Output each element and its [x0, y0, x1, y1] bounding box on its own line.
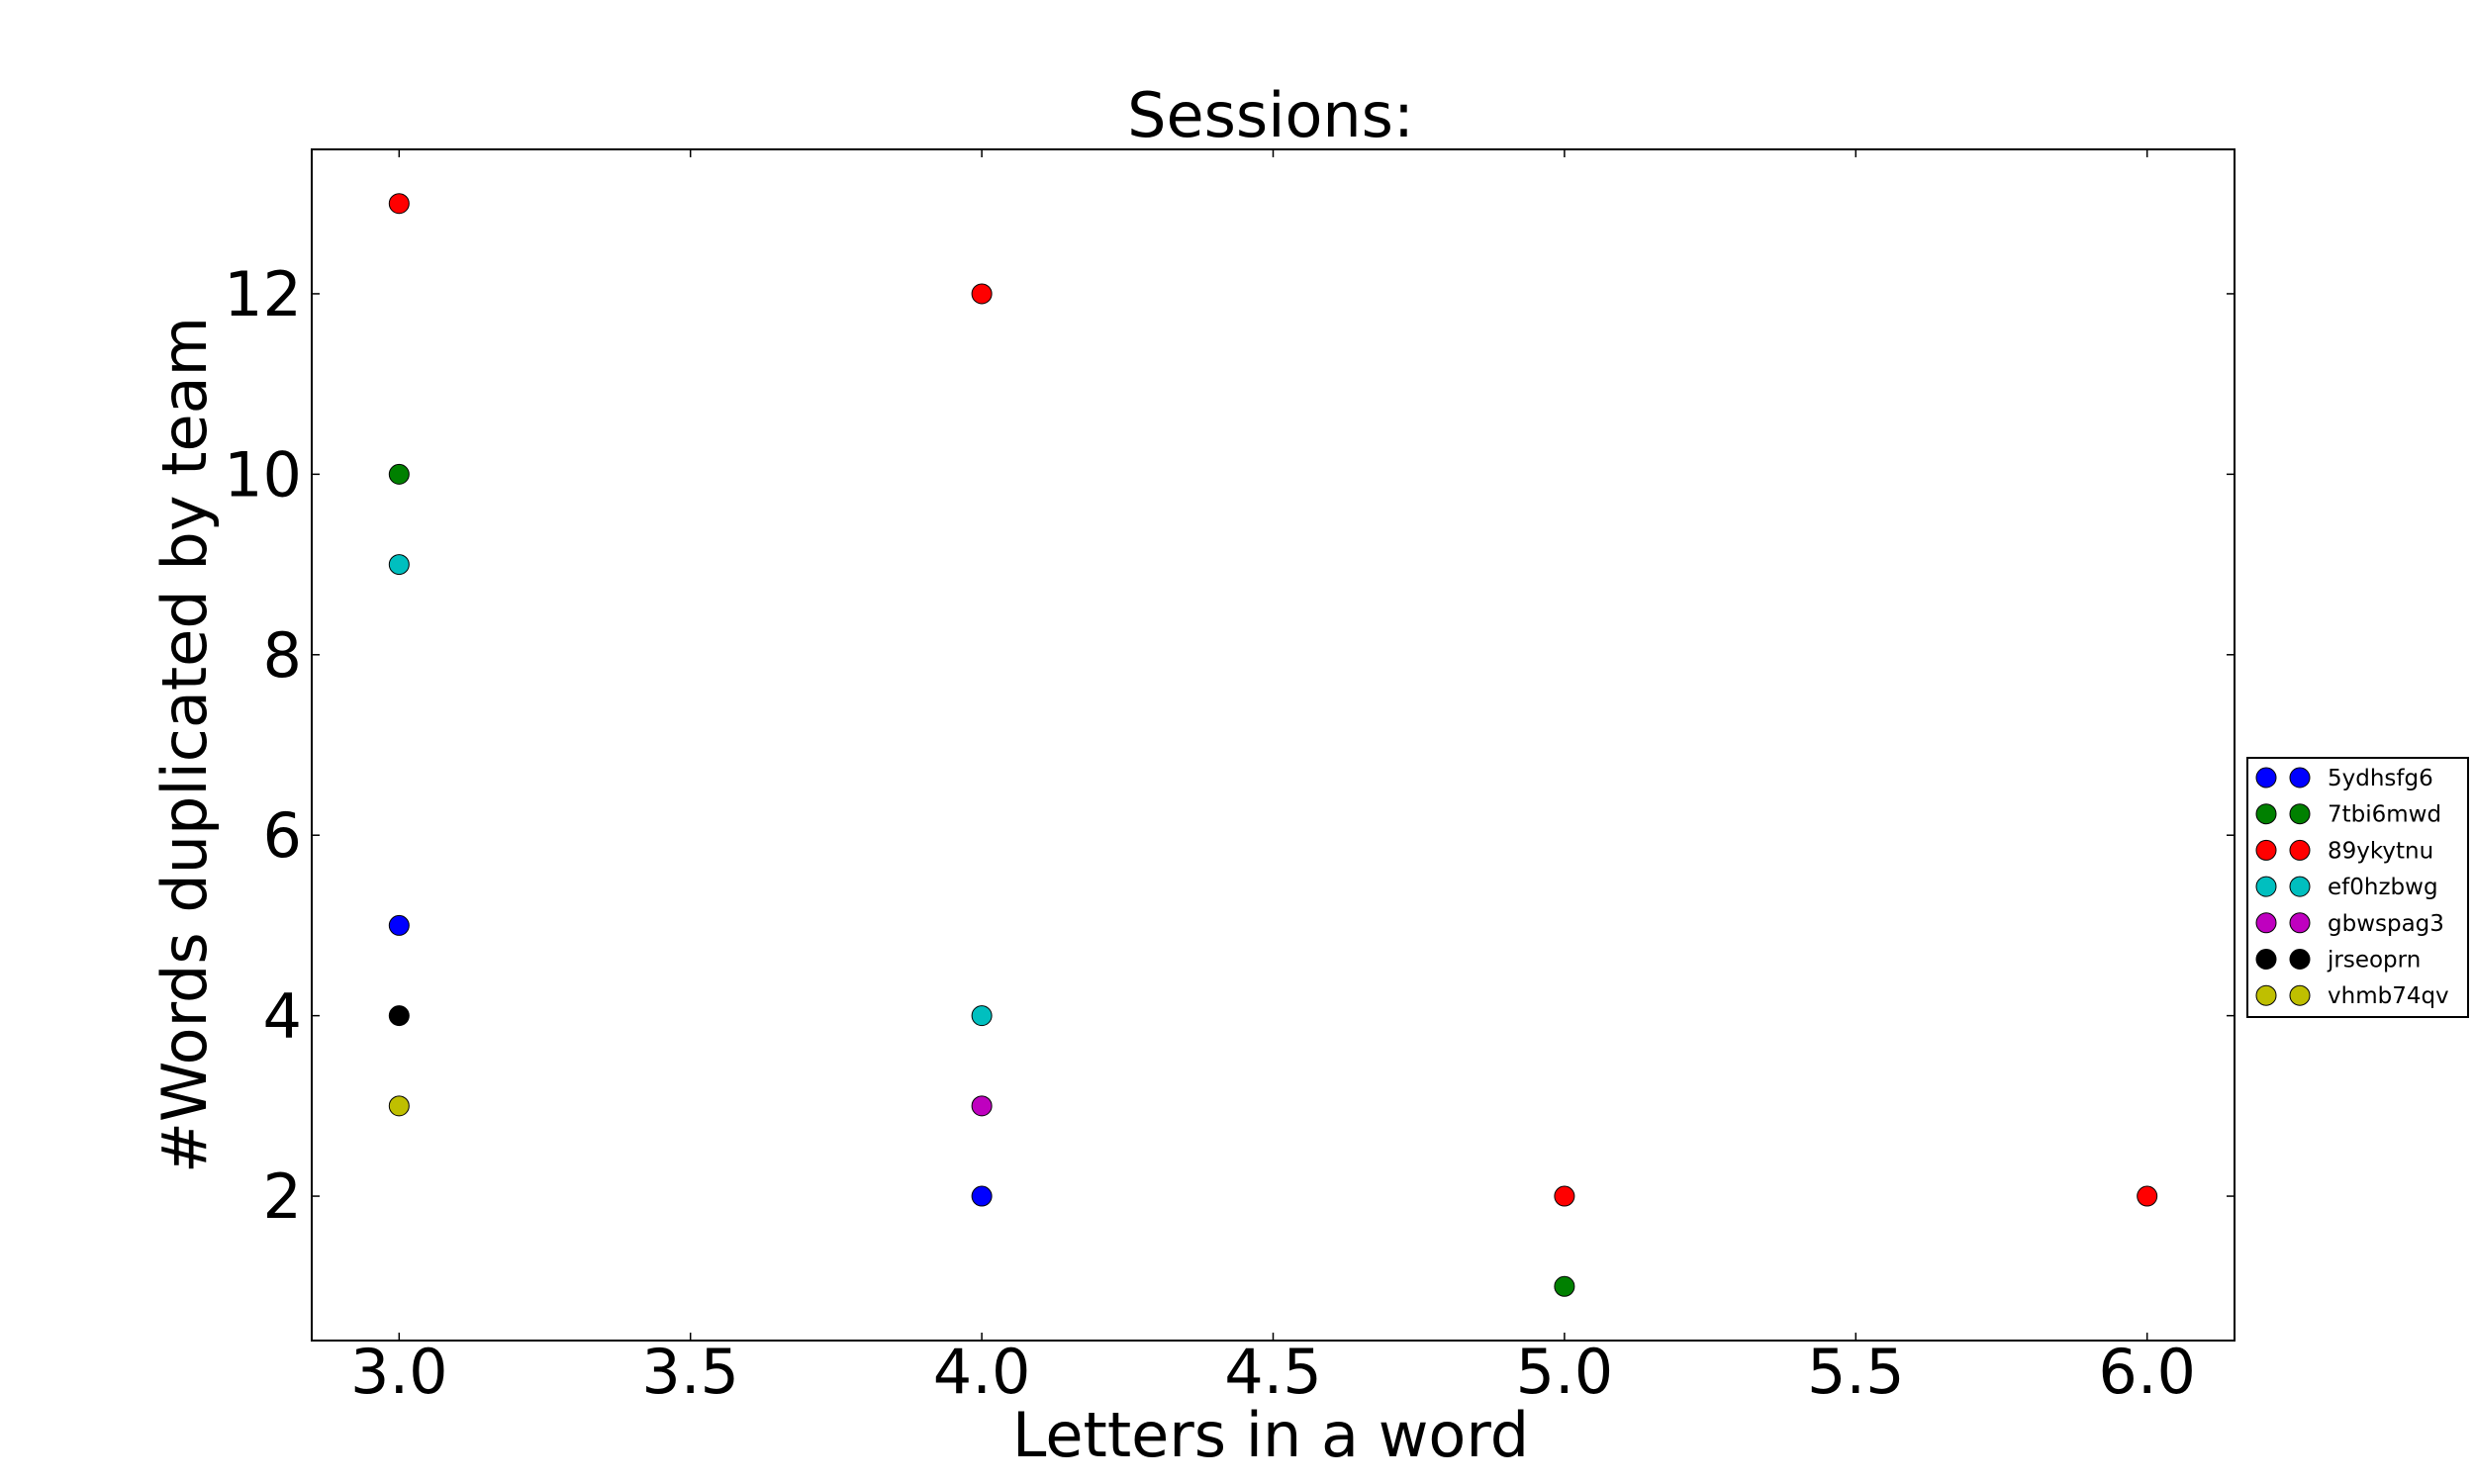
data-points [388, 193, 2158, 1297]
legend-marker [2289, 803, 2311, 825]
legend-label: 5ydhsfg6 [2328, 766, 2433, 791]
data-point-89ykytnu [2137, 1185, 2158, 1207]
data-point-jrseoprn [388, 1005, 410, 1027]
x-tick-label: 4.0 [933, 1336, 1031, 1408]
x-axis-ticks: 3.0 3.5 4.0 4.5 5.0 5.5 6.0 [350, 149, 2196, 1408]
x-axis-label: Letters in a word [1012, 1399, 1529, 1471]
y-tick-label: 12 [224, 258, 302, 330]
legend-item-gbwspag3: gbwspag3 [2255, 911, 2444, 937]
legend-marker [2289, 949, 2311, 970]
data-point-5ydhsfg6 [388, 914, 410, 936]
legend-marker [2255, 767, 2277, 788]
data-point-ef0hzbwg [971, 1005, 993, 1027]
data-point-7tbi6mwd [1554, 1275, 1575, 1297]
legend: 5ydhsfg6 7tbi6mwd 89ykytnu ef0hzbwg gbwspag3… [2246, 757, 2469, 1018]
y-tick-label: 6 [263, 799, 302, 872]
x-tick-label: 4.5 [1224, 1336, 1322, 1408]
data-point-gbwspag3 [971, 1095, 993, 1117]
x-tick-label: 3.5 [641, 1336, 739, 1408]
legend-marker [2289, 767, 2311, 788]
legend-marker [2255, 912, 2277, 934]
legend-item-7tbi6mwd: 7tbi6mwd [2255, 802, 2441, 828]
chart-title: Sessions: [1127, 79, 1414, 151]
y-tick-label: 2 [263, 1160, 302, 1233]
legend-marker [2255, 984, 2277, 1006]
legend-marker [2255, 803, 2277, 825]
legend-label: vhmb74qv [2328, 983, 2449, 1009]
legend-label: 89ykytnu [2328, 838, 2433, 864]
legend-marker [2255, 876, 2277, 897]
data-point-89ykytnu [388, 193, 410, 215]
legend-item-jrseoprn: jrseoprn [2255, 948, 2421, 974]
data-point-89ykytnu [971, 283, 993, 305]
legend-label: 7tbi6mwd [2328, 802, 2441, 828]
data-point-vhmb74qv [388, 1095, 410, 1117]
legend-box [2246, 757, 2469, 1018]
legend-marker [2289, 984, 2311, 1006]
y-axis-label: #Words duplicated by team [148, 317, 221, 1173]
data-point-ef0hzbwg [388, 554, 410, 576]
y-tick-label: 8 [263, 619, 302, 692]
y-tick-label: 4 [263, 980, 302, 1053]
legend-item-ef0hzbwg: ef0hzbwg [2255, 875, 2438, 900]
y-tick-label: 10 [224, 438, 302, 510]
x-tick-label: 5.0 [1516, 1336, 1614, 1408]
legend-marker [2255, 839, 2277, 861]
plot-area [311, 148, 2236, 1342]
data-point-7tbi6mwd [388, 463, 410, 485]
legend-marker [2289, 876, 2311, 897]
legend-label: jrseoprn [2327, 948, 2421, 974]
x-tick-label: 6.0 [2098, 1336, 2196, 1408]
data-point-89ykytnu [1554, 1185, 1575, 1207]
data-point-5ydhsfg6 [971, 1185, 993, 1207]
legend-label: ef0hzbwg [2328, 875, 2438, 900]
x-tick-label: 3.0 [350, 1336, 448, 1408]
legend-marker [2255, 949, 2277, 970]
legend-item-89ykytnu: 89ykytnu [2255, 838, 2433, 864]
legend-item-vhmb74qv: vhmb74qv [2255, 983, 2449, 1009]
legend-marker [2289, 839, 2311, 861]
legend-item-5ydhsfg6: 5ydhsfg6 [2255, 766, 2433, 791]
legend-label: gbwspag3 [2328, 911, 2444, 937]
y-axis-ticks: 2 4 6 8 10 12 [224, 258, 2235, 1233]
legend-marker [2289, 912, 2311, 934]
x-tick-label: 5.5 [1807, 1336, 1905, 1408]
